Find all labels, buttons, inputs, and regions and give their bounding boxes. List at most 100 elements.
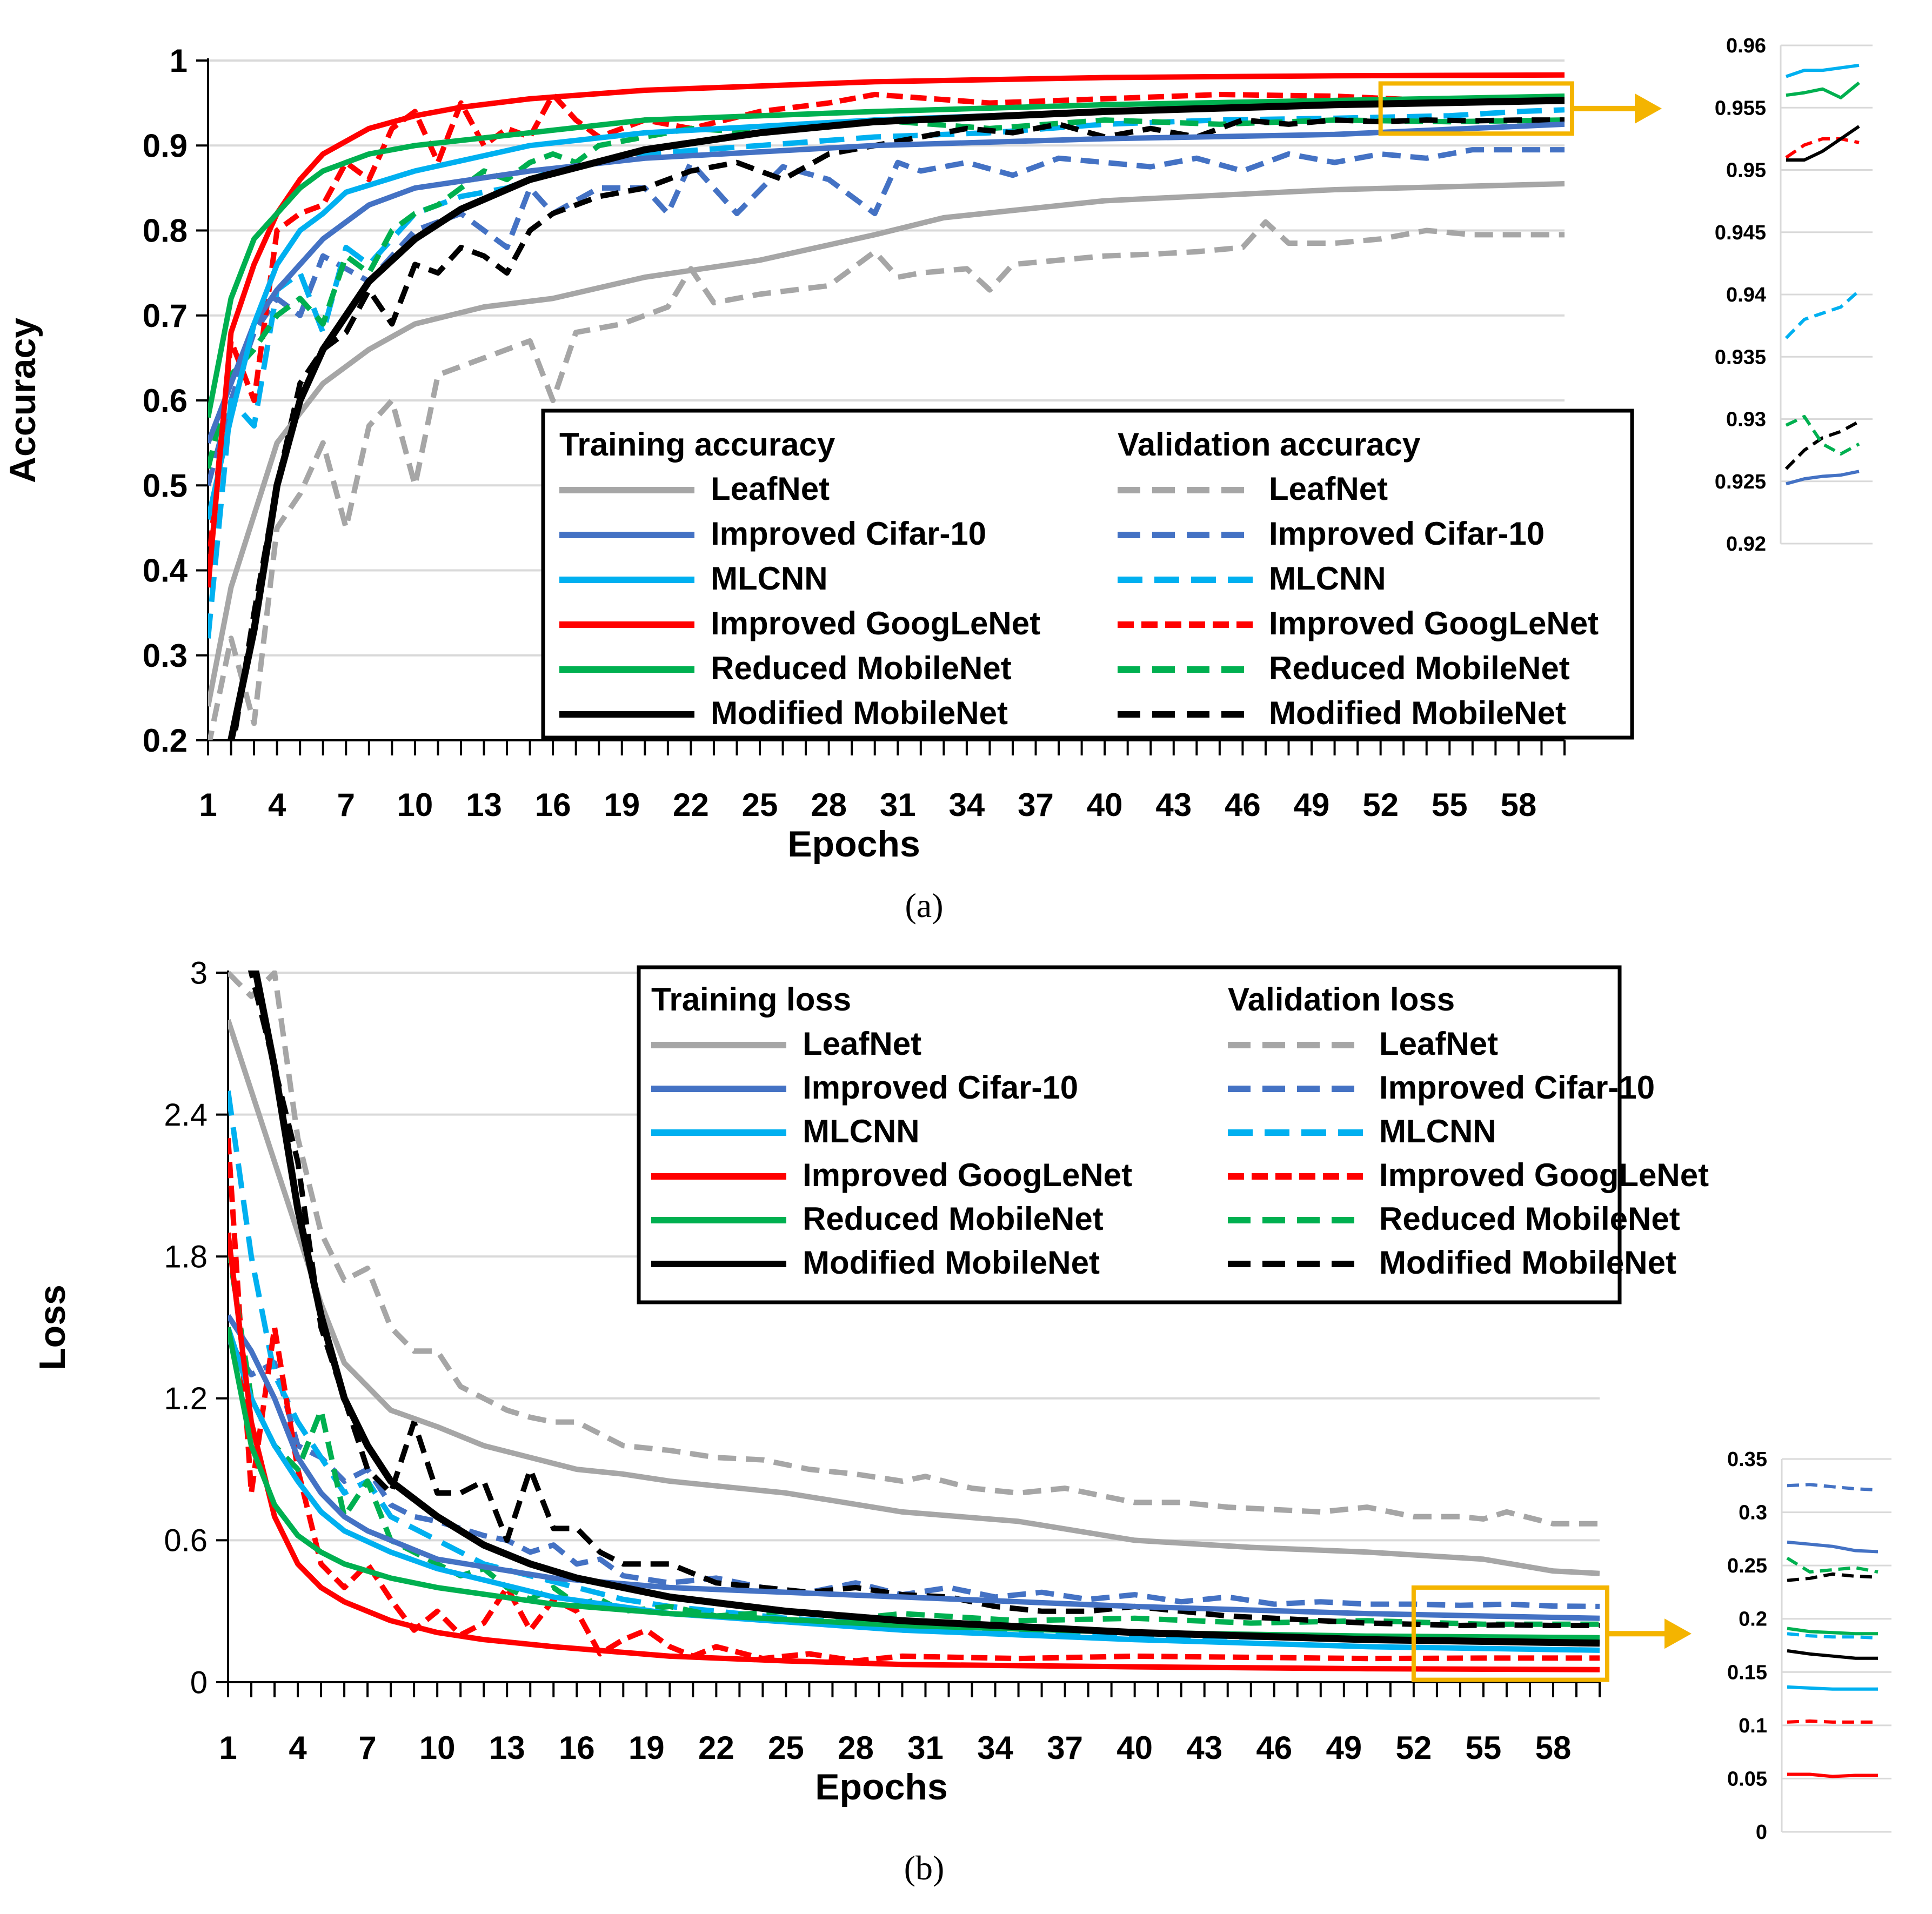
x-tick-label: 1 — [219, 1730, 237, 1766]
inset-tick-label: 0 — [1756, 1821, 1767, 1844]
series-line-validation-modified-mobilenet — [231, 117, 1565, 740]
x-tick-label: 40 — [1087, 787, 1123, 823]
x-tick-label: 22 — [698, 1730, 734, 1766]
zoom-inset: 0 0.05 0.1 0.15 0.2 0.25 0.3 0.35 — [1727, 1448, 1891, 1844]
inset-tick-label: 0.935 — [1715, 346, 1766, 369]
legend-box — [637, 965, 1622, 1304]
inset-series-line — [1785, 414, 1860, 456]
legend-label: LeafNet — [1379, 1026, 1498, 1062]
x-tick-label: 55 — [1432, 787, 1468, 823]
legend-label: Modified MobileNet — [803, 1244, 1100, 1281]
inset-series-line — [1787, 1572, 1878, 1582]
inset-series-line — [1787, 1772, 1878, 1778]
y-axis-title: Loss — [32, 1284, 73, 1370]
series-line-validation-modified-mobilenet — [248, 971, 1600, 1628]
x-tick-label: 52 — [1362, 787, 1399, 823]
inset-tick-label: 0.955 — [1715, 97, 1766, 119]
inset-tick-label: 0.25 — [1727, 1555, 1767, 1577]
series-line-validation-leafnet — [228, 971, 1600, 1527]
y-axis-title: Accuracy — [2, 318, 43, 483]
inset-series-line — [1784, 289, 1860, 339]
inset-series-line — [1786, 470, 1860, 486]
legend-header-training: Training accuracy — [559, 426, 835, 463]
inset-series-line — [1786, 63, 1860, 78]
x-tick-label: 28 — [811, 787, 847, 823]
series-lines — [228, 971, 1600, 1672]
x-tick-label: 49 — [1326, 1730, 1362, 1766]
x-tick-label: 37 — [1047, 1730, 1083, 1766]
x-tick-label: 4 — [289, 1730, 307, 1766]
x-tick-label: 34 — [977, 1730, 1013, 1766]
series-line-training-modified-mobilenet — [252, 971, 1600, 1647]
legend-label: MLCNN — [1379, 1113, 1496, 1149]
x-tick-label: 7 — [358, 1730, 376, 1766]
x-tick-label: 37 — [1018, 787, 1054, 823]
series-line-training-modified-mobilenet — [227, 97, 1565, 740]
legend-label: MLCNN — [1269, 560, 1386, 597]
x-tick-label: 31 — [880, 787, 916, 823]
inset-series-line — [1787, 1540, 1878, 1554]
y-tick-label: 1.2 — [164, 1381, 208, 1416]
legend-label: LeafNet — [711, 471, 830, 507]
inset-tick-label: 0.93 — [1726, 409, 1766, 431]
x-tick-label: 25 — [768, 1730, 804, 1766]
legend-label: LeafNet — [1269, 471, 1388, 507]
series-line-training-improved-cifar-10 — [228, 1314, 1600, 1621]
legend-label: Reduced MobileNet — [711, 650, 1012, 686]
series-line-validation-leafnet — [208, 219, 1565, 740]
y-tick-label: 0.3 — [143, 638, 188, 674]
inset-series-line — [1786, 1556, 1878, 1574]
legend-label: Improved GoogLeNet — [1269, 605, 1599, 641]
x-tick-label: 31 — [907, 1730, 944, 1766]
zoom-box — [1411, 1585, 1610, 1682]
zoom-arrow-head — [1635, 93, 1662, 124]
series-line-validation-improved-googlenet — [208, 91, 1565, 571]
x-tick-label: 43 — [1186, 1730, 1222, 1766]
series-lines — [208, 72, 1565, 740]
inset-series-line — [1787, 1627, 1878, 1636]
chart-loss: (b) 00.61.21.82.431 4 7 10 13 16 19 22 25 28 31 34 3… — [32, 955, 1891, 1887]
inset-tick-label: 0.2 — [1739, 1608, 1767, 1631]
legend-label: Improved GoogLeNet — [711, 605, 1040, 641]
series-line-training-mlcnn — [228, 1326, 1600, 1653]
inset-tick-label: 0.1 — [1739, 1715, 1767, 1737]
x-tick-label: 19 — [629, 1730, 665, 1766]
inset-series-line — [1786, 125, 1860, 162]
x-tick-label: 34 — [949, 787, 985, 823]
legend-label: Improved GoogLeNet — [803, 1157, 1132, 1193]
x-axis-title: Epochs — [787, 824, 920, 865]
legend: Training accuracy Validation accuracy Leaf… — [541, 409, 1634, 740]
legend-label: Improved Cifar-10 — [1379, 1069, 1655, 1106]
inset-tick-label: 0.05 — [1727, 1768, 1767, 1790]
y-tick-label: 0 — [190, 1665, 208, 1700]
x-tick-label: 40 — [1117, 1730, 1153, 1766]
series-line-validation-reduced-mobilenet — [208, 117, 1565, 469]
legend-label: MLCNN — [803, 1113, 920, 1149]
inset-series-line — [1785, 137, 1860, 159]
inset-tick-label: 0.945 — [1715, 222, 1766, 244]
legend-label: LeafNet — [803, 1026, 921, 1062]
x-tick-label: 13 — [489, 1730, 525, 1766]
legend-label: Modified MobileNet — [1269, 695, 1566, 731]
legend-header-validation: Validation accuracy — [1118, 426, 1421, 463]
x-tick-label: 16 — [535, 787, 571, 823]
x-tick-label: 1 — [199, 787, 217, 823]
x-tick-label: 22 — [673, 787, 709, 823]
x-tick-label: 19 — [604, 787, 640, 823]
y-tick-label: 0.4 — [143, 553, 188, 589]
inset-series-line — [1787, 1719, 1878, 1724]
zoom-inset: 0.92 0.925 0.93 0.935 0.94 0.945 0.95 0.955 0.96 — [1715, 35, 1873, 556]
y-tick-label: 0.9 — [143, 128, 188, 164]
inset-tick-label: 0.92 — [1726, 533, 1766, 556]
series-line-training-improved-googlenet — [228, 1232, 1600, 1672]
chart-accuracy: (a) 0.2 0.3 0.4 0.5 0.6 0.7 0.8 0.9 1 1 4 7 10 13 16 19… — [2, 35, 1873, 925]
series-line-validation-reduced-mobilenet — [228, 1244, 1600, 1627]
y-tick-label: 0.6 — [164, 1523, 208, 1558]
legend-label: MLCNN — [711, 560, 828, 597]
legend-label: Reduced MobileNet — [1379, 1201, 1680, 1237]
inset-tick-label: 0.925 — [1715, 471, 1766, 493]
x-tick-label: 58 — [1501, 787, 1537, 823]
legend-label: Improved GoogLeNet — [1379, 1157, 1709, 1193]
legend-header-validation: Validation loss — [1228, 981, 1455, 1018]
y-tick-label: 1.8 — [164, 1240, 208, 1275]
